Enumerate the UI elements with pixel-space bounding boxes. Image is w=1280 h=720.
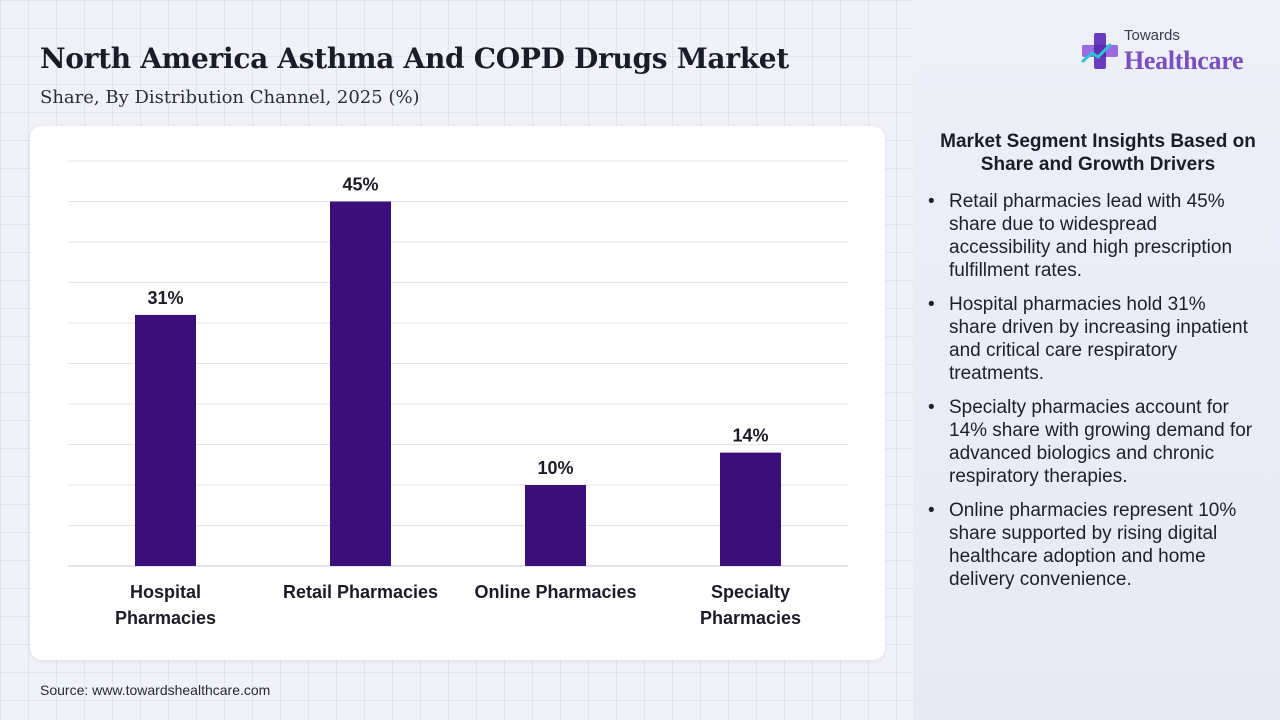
plus-cross-logo-icon — [1081, 33, 1118, 69]
bar — [720, 452, 781, 566]
insights-list: • Retail pharmacies lead with 45% share d… — [928, 190, 1258, 602]
bar — [330, 201, 391, 566]
logo-text-top: Towards — [1124, 27, 1180, 44]
insights-panel-background — [913, 0, 1280, 720]
x-tick-label: Specialty — [711, 582, 790, 602]
insight-item: • Hospital pharmacies hold 31% share driv… — [928, 293, 1258, 385]
data-label: 31% — [147, 288, 183, 308]
insight-item: • Retail pharmacies lead with 45% share d… — [928, 190, 1258, 282]
insight-text: Hospital pharmacies hold 31% share drive… — [949, 294, 1248, 384]
insights-title: Market Segment Insights Based on Share a… — [940, 131, 1256, 175]
x-tick-label: Pharmacies — [700, 608, 801, 628]
page-subtitle: Share, By Distribution Channel, 2025 (%) — [40, 87, 420, 108]
insight-text: Retail pharmacies lead with 45% share du… — [949, 191, 1233, 281]
insight-text: Specialty pharmacies account for 14% sha… — [949, 397, 1253, 487]
bullet-dot: • — [928, 397, 935, 418]
source-note: Source: www.towardshealthcare.com — [40, 682, 271, 698]
bar — [135, 314, 196, 566]
x-tick-label: Pharmacies — [115, 608, 216, 628]
insight-item: • Specialty pharmacies account for 14% sh… — [928, 396, 1258, 488]
data-label: 14% — [732, 426, 768, 446]
logo-text-bottom: Healthcare — [1124, 46, 1244, 75]
data-label: 45% — [342, 175, 378, 195]
brand-logo: Towards Healthcare — [1080, 27, 1260, 77]
x-tick-label: Online Pharmacies — [474, 582, 636, 602]
x-tick-label: Retail Pharmacies — [283, 582, 438, 602]
bullet-dot: • — [928, 191, 935, 212]
chart-card: 31% Hospital Pharmacies 45% Retail Pharmacie… — [30, 126, 885, 660]
bullet-dot: • — [928, 294, 935, 315]
bar — [525, 485, 586, 566]
x-tick-label: Hospital — [130, 582, 201, 602]
insight-item: • Online pharmacies represent 10% share s… — [928, 499, 1258, 591]
insight-text: Online pharmacies represent 10% share su… — [949, 500, 1237, 590]
page-title: North America Asthma And COPD Drugs Mark… — [40, 42, 789, 75]
bullet-dot: • — [928, 500, 935, 521]
bar-chart: 31% Hospital Pharmacies 45% Retail Pharmacie… — [68, 160, 848, 628]
data-label: 10% — [537, 458, 573, 478]
